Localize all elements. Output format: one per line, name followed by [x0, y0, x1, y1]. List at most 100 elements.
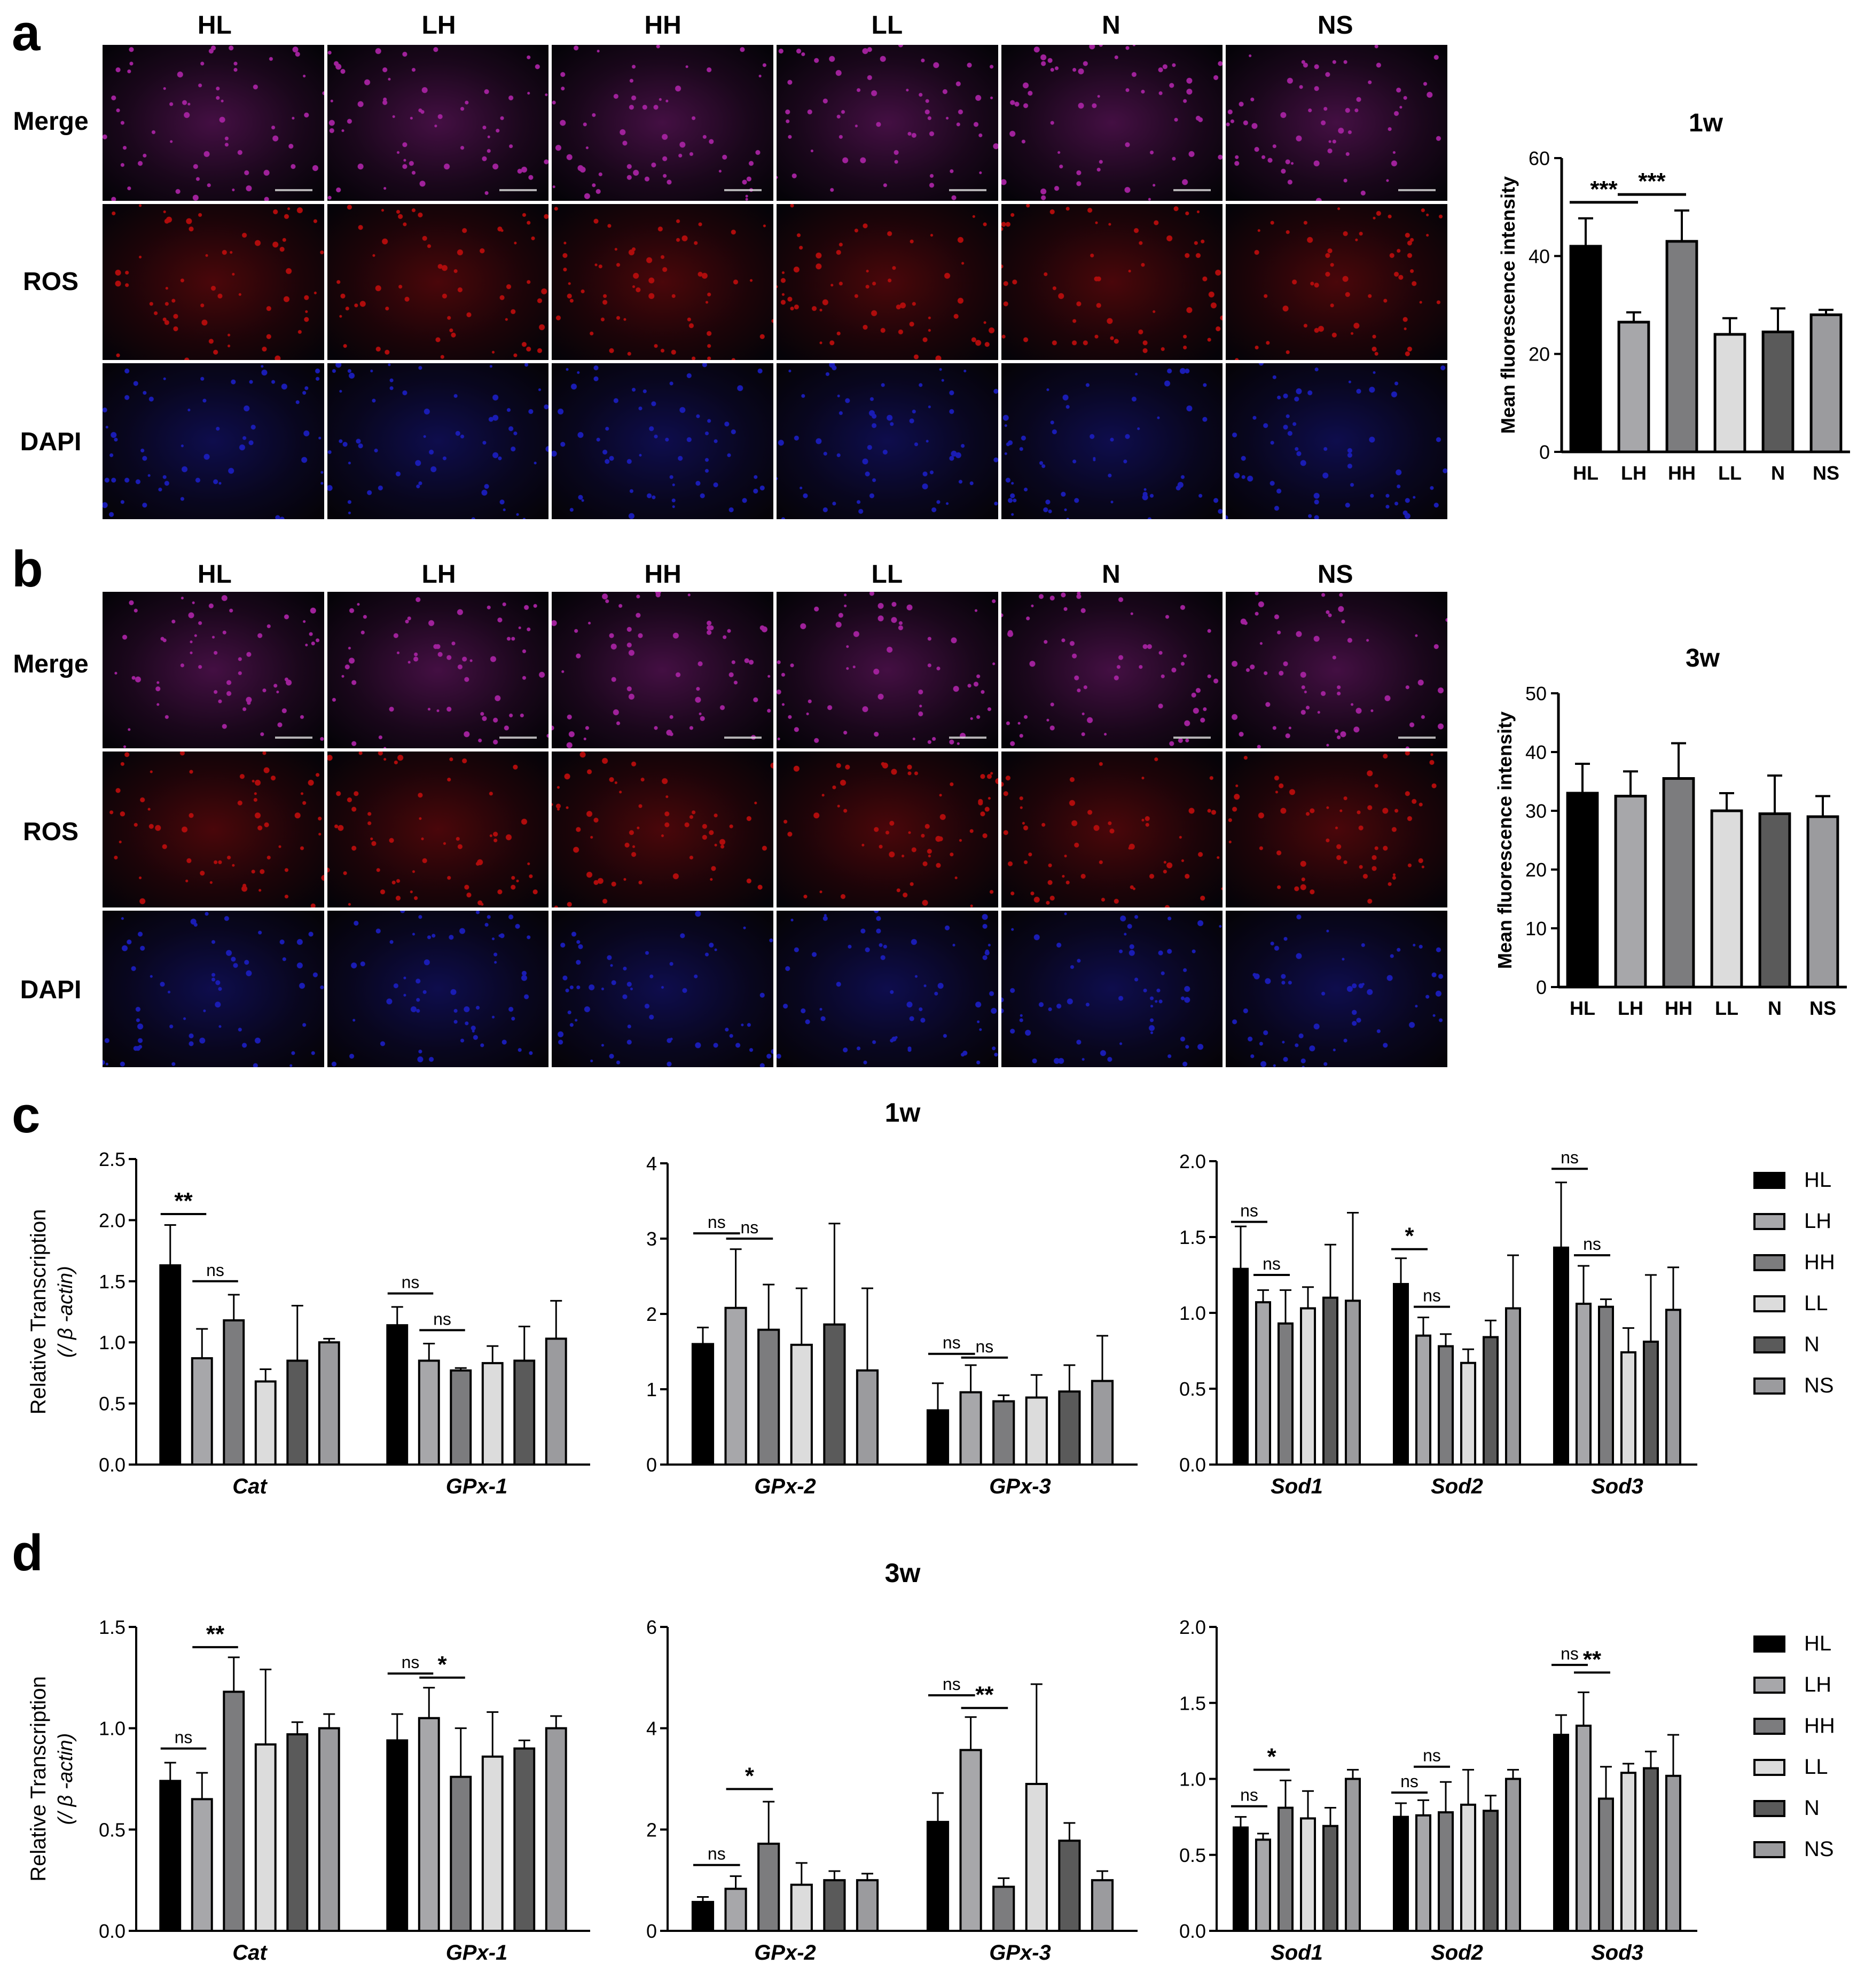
- bar-lh: [1614, 795, 1647, 989]
- bar-sod1-ns: [1344, 1778, 1361, 1932]
- x-tick-label: N: [1768, 997, 1782, 1019]
- y-tick-label: 0.5: [1179, 1378, 1206, 1400]
- bar-gpx-3-ll: [1025, 1396, 1048, 1466]
- bar-hh: [1662, 777, 1695, 989]
- significance-label: ns: [1423, 1286, 1441, 1305]
- bar-gpx-1-hh: [450, 1369, 472, 1466]
- significance-label: ns: [1263, 1254, 1281, 1273]
- legend-label-ns: NS: [1804, 1374, 1834, 1397]
- y-axis-label: Relative Transcription: [27, 1676, 50, 1882]
- chart-c-1: 0.0 0.5 1.0 1.5 2.0 2.5 Relative Transcription…: [27, 1148, 590, 1498]
- y-tick-label: 50: [1525, 683, 1547, 705]
- scale-bar: [1398, 736, 1436, 739]
- significance-label: ns: [1561, 1644, 1579, 1663]
- bar-gpx-3-hh: [992, 1885, 1015, 1932]
- bar-gpx-2-ll: [790, 1343, 813, 1466]
- column-label-n: N: [1102, 560, 1120, 589]
- significance-label: ns: [402, 1273, 420, 1292]
- bar-ll: [1710, 809, 1743, 989]
- bar-sod1-ll: [1299, 1307, 1317, 1466]
- bar-gpx-1-n: [513, 1747, 536, 1932]
- legend-label-n: N: [1804, 1796, 1820, 1820]
- bar-gpx-1-lh: [418, 1359, 440, 1466]
- y-tick-label: 10: [1525, 918, 1547, 940]
- panel-letter-c: c: [12, 1086, 41, 1144]
- microscopy-grid-b: [103, 592, 1447, 1067]
- bar-sod3-ll: [1620, 1772, 1637, 1932]
- legend-swatch-hh: [1753, 1254, 1785, 1271]
- bar-sod2-hl: [1392, 1815, 1409, 1932]
- bar-sod1-hh: [1277, 1322, 1294, 1466]
- y-tick-label: 1.5: [1179, 1226, 1206, 1248]
- micrograph-ros-hl: [103, 751, 324, 908]
- row-label-dapi: DAPI: [20, 428, 82, 456]
- y-tick-label: 0: [1539, 441, 1550, 463]
- micrograph-dapi-n: [1001, 911, 1223, 1067]
- bar-sod3-hh: [1597, 1305, 1615, 1466]
- chart-c-3: 0.0 0.5 1.0 1.5 2.0 Sod1 Sod2 Sod3 ns ns * ns ns ns: [1179, 1148, 1697, 1498]
- group-label: Sod3: [1591, 1941, 1643, 1964]
- row-label-merge: Merge: [13, 650, 89, 678]
- legend-c: HL LH HH LL N NS: [1753, 1168, 1835, 1397]
- bar-hl: [1566, 792, 1599, 989]
- bar-sod1-ns: [1344, 1300, 1361, 1466]
- group-label: Cat: [232, 1475, 268, 1498]
- legend-swatch-hl: [1753, 1172, 1785, 1189]
- bar-cat-lh: [191, 1357, 213, 1466]
- bar-sod1-hh: [1277, 1806, 1294, 1932]
- bar-sod3-hl: [1553, 1733, 1570, 1932]
- column-label-ll: LL: [871, 560, 903, 589]
- micrograph-dapi-n: [1001, 363, 1223, 519]
- legend-swatch-ll: [1753, 1295, 1785, 1312]
- scale-bar: [499, 189, 537, 191]
- significance-label: ***: [1590, 176, 1618, 202]
- bar-gpx-3-ns: [1091, 1380, 1114, 1466]
- micrograph-merge-hh: [552, 45, 773, 201]
- bar-n: [1758, 812, 1791, 989]
- y-tick-label: 40: [1525, 741, 1547, 763]
- bar-sod2-hh: [1437, 1345, 1454, 1466]
- column-label-hl: HL: [197, 11, 232, 40]
- bar-hh: [1665, 240, 1698, 453]
- bar-sod2-ll: [1460, 1803, 1477, 1932]
- micrograph-merge-hl: [103, 592, 324, 748]
- y-tick-label: 4: [646, 1153, 657, 1175]
- micrograph-merge-lh: [327, 592, 549, 748]
- micrograph-merge-ns: [1226, 592, 1447, 748]
- y-tick-label: 1.5: [1179, 1692, 1206, 1714]
- bar-gpx-3-ll: [1025, 1782, 1048, 1932]
- bar-sod1-n: [1322, 1296, 1339, 1466]
- y-tick-label: 0.0: [99, 1920, 126, 1942]
- bar-gpx-3-hl: [926, 1821, 950, 1932]
- significance-label: ns: [708, 1844, 726, 1864]
- y-tick-label: 1.0: [1179, 1768, 1206, 1790]
- bar-gpx-3-ns: [1091, 1879, 1114, 1932]
- column-label-lh: LH: [421, 11, 456, 40]
- x-tick-label: HL: [1573, 462, 1598, 484]
- bar-gpx-1-ns: [545, 1337, 567, 1466]
- micrograph-ros-ns: [1226, 204, 1447, 360]
- bar-gpx-2-hl: [691, 1900, 715, 1932]
- y-tick-label: 6: [646, 1616, 657, 1638]
- bar-sod2-hh: [1437, 1811, 1454, 1932]
- y-tick-label: 1.0: [99, 1718, 126, 1740]
- bar-hl: [1569, 245, 1602, 453]
- y-tick-label: 2: [646, 1303, 657, 1325]
- y-tick-label: 20: [1525, 859, 1547, 881]
- significance-label: ns: [433, 1309, 451, 1328]
- y-axis-label-unit: (/ β -actin): [54, 1733, 77, 1825]
- legend-swatch-ns: [1753, 1377, 1785, 1395]
- legend-label-hh: HH: [1804, 1250, 1835, 1274]
- bar-cat-ll: [254, 1380, 277, 1466]
- significance-label: *: [437, 1652, 447, 1678]
- micrograph-ros-n: [1001, 751, 1223, 908]
- y-tick-label: 1.0: [99, 1332, 126, 1353]
- micrograph-dapi-hl: [103, 911, 324, 1067]
- significance-label: ns: [976, 1337, 994, 1356]
- y-tick-label: 2.5: [99, 1148, 126, 1170]
- scale-bar: [275, 736, 312, 739]
- bar-gpx-1-hh: [450, 1775, 472, 1932]
- significance-label: **: [174, 1188, 193, 1214]
